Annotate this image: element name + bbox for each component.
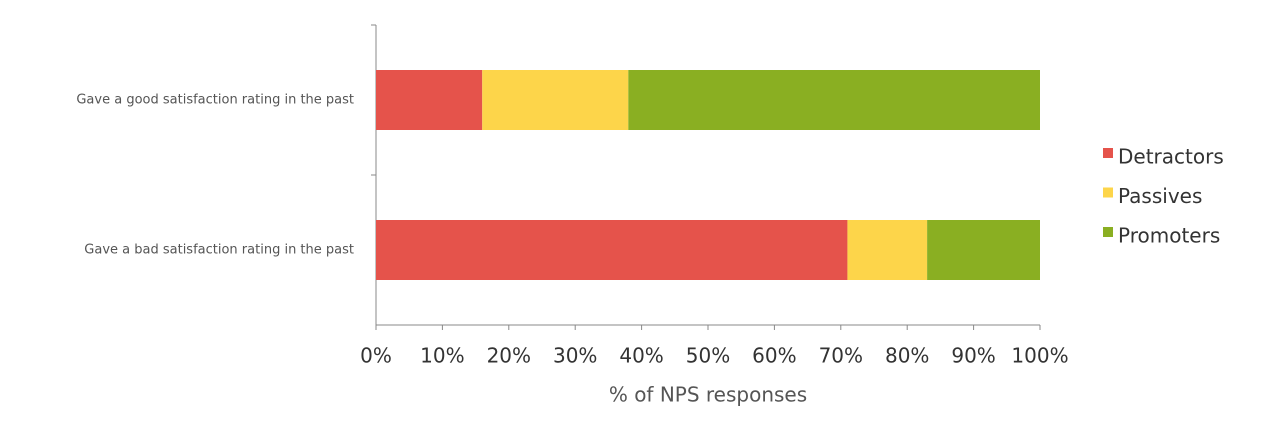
x-tick-label: 50% xyxy=(686,344,730,368)
x-tick-label: 0% xyxy=(360,344,392,368)
x-tick-label: 70% xyxy=(819,344,863,368)
x-tick-label: 20% xyxy=(487,344,531,368)
x-tick-label: 30% xyxy=(553,344,597,368)
bar-segment xyxy=(628,70,1040,130)
legend-swatch xyxy=(1103,148,1113,158)
bar-segment xyxy=(482,70,629,130)
legend-label: Detractors xyxy=(1118,145,1224,169)
y-tick-label: Gave a bad satisfaction rating in the pa… xyxy=(84,243,354,258)
bar-segment xyxy=(847,220,928,280)
legend-swatch xyxy=(1103,187,1113,198)
x-axis-title: % of NPS responses xyxy=(609,383,807,407)
x-tick-label: 100% xyxy=(1011,344,1068,368)
x-tick-label: 90% xyxy=(951,344,995,368)
y-tick-label: Gave a good satisfaction rating in the p… xyxy=(76,93,354,108)
x-tick-label: 80% xyxy=(885,344,929,368)
bar-segment xyxy=(376,70,483,130)
legend-swatch xyxy=(1103,227,1113,237)
x-tick-label: 60% xyxy=(752,344,796,368)
legend-label: Passives xyxy=(1118,184,1202,208)
x-tick-label: 40% xyxy=(619,344,663,368)
bar-segment xyxy=(927,220,1040,280)
legend-label: Promoters xyxy=(1118,224,1220,248)
x-tick-label: 10% xyxy=(420,344,464,368)
bar-segment xyxy=(376,220,848,280)
